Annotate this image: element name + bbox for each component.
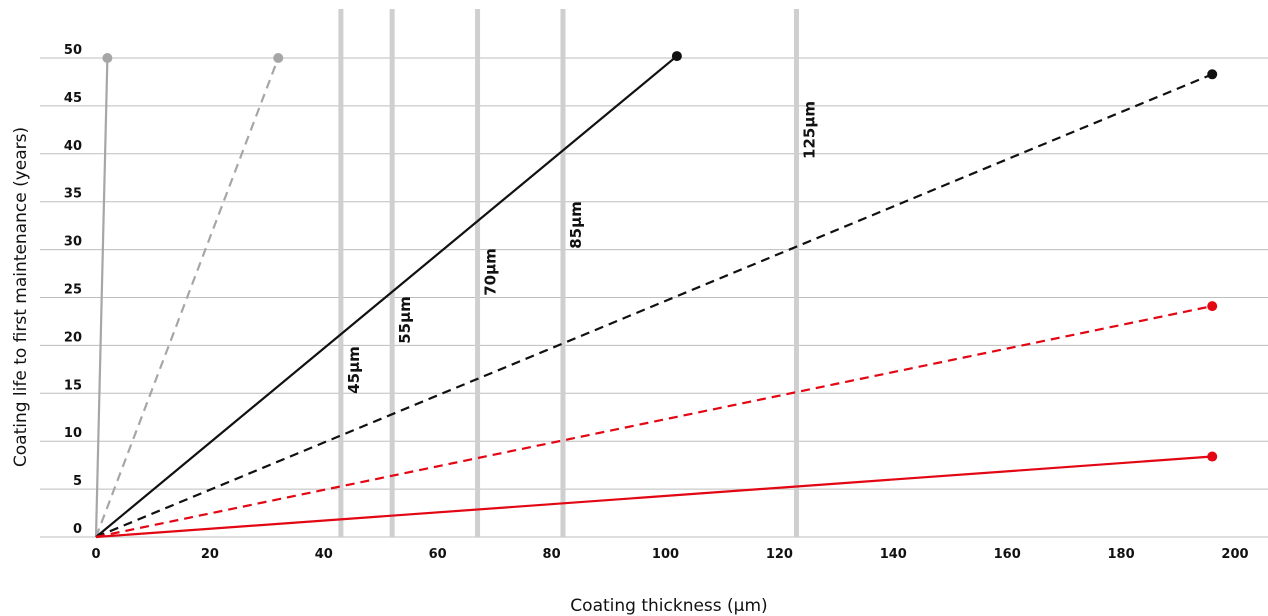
series-endpoint-2 — [273, 53, 284, 63]
y-tick-label: 30 — [64, 235, 82, 250]
y-tick-label: 20 — [64, 330, 82, 345]
y-tick-label: 50 — [64, 43, 82, 58]
reference-label: 45µm — [345, 346, 363, 394]
y-tick-label: 35 — [64, 187, 82, 202]
series-endpoint-3 — [671, 51, 682, 62]
reference-label: 125µm — [800, 101, 818, 159]
x-axis-label: Coating thickness (µm) — [570, 596, 767, 616]
x-tick-label: 20 — [201, 547, 219, 562]
y-tick-label: 10 — [64, 426, 82, 441]
y-tick-label: 5 — [73, 474, 82, 489]
series-line-1 — [94, 57, 109, 538]
series-endpoint-1 — [102, 53, 113, 63]
series-line-3 — [95, 55, 678, 538]
x-tick-label: 180 — [1108, 547, 1135, 562]
series-line-2 — [94, 57, 280, 538]
x-tick-label: 0 — [91, 547, 100, 562]
series-lines — [94, 51, 1218, 539]
y-tick-label: 45 — [64, 91, 82, 106]
reference-lines: 45µm 55µm 70µm 85µm 125µm — [338, 9, 818, 537]
y-tick-label: 15 — [64, 378, 82, 393]
x-tick-labels: 0 20 40 60 80 100 120 140 160 180 200 — [91, 547, 1248, 562]
series-endpoint-4 — [1207, 69, 1218, 80]
x-tick-label: 60 — [429, 547, 447, 562]
y-tick-labels: 0 5 10 15 20 25 30 35 40 45 50 — [64, 43, 82, 537]
reference-label: 70µm — [482, 248, 500, 296]
y-tick-label: 0 — [73, 522, 82, 537]
x-tick-label: 120 — [766, 547, 793, 562]
x-tick-label: 80 — [543, 547, 561, 562]
grid-lines — [40, 57, 1268, 538]
series-endpoint-6 — [1207, 451, 1218, 462]
x-tick-label: 160 — [994, 547, 1021, 562]
reference-label: 55µm — [396, 296, 414, 344]
y-tick-label: 25 — [64, 283, 82, 298]
series-line-6 — [95, 455, 1213, 539]
y-tick-label: 40 — [64, 139, 82, 154]
x-tick-label: 100 — [652, 547, 679, 562]
y-axis-label: Coating life to first maintenance (years… — [11, 127, 31, 467]
series-line-4 — [95, 73, 1213, 539]
x-tick-label: 200 — [1221, 547, 1248, 562]
x-tick-label: 40 — [315, 547, 333, 562]
reference-label: 85µm — [567, 201, 585, 249]
series-endpoint-5 — [1207, 301, 1218, 312]
series-line-5 — [95, 305, 1213, 539]
x-tick-label: 140 — [880, 547, 907, 562]
